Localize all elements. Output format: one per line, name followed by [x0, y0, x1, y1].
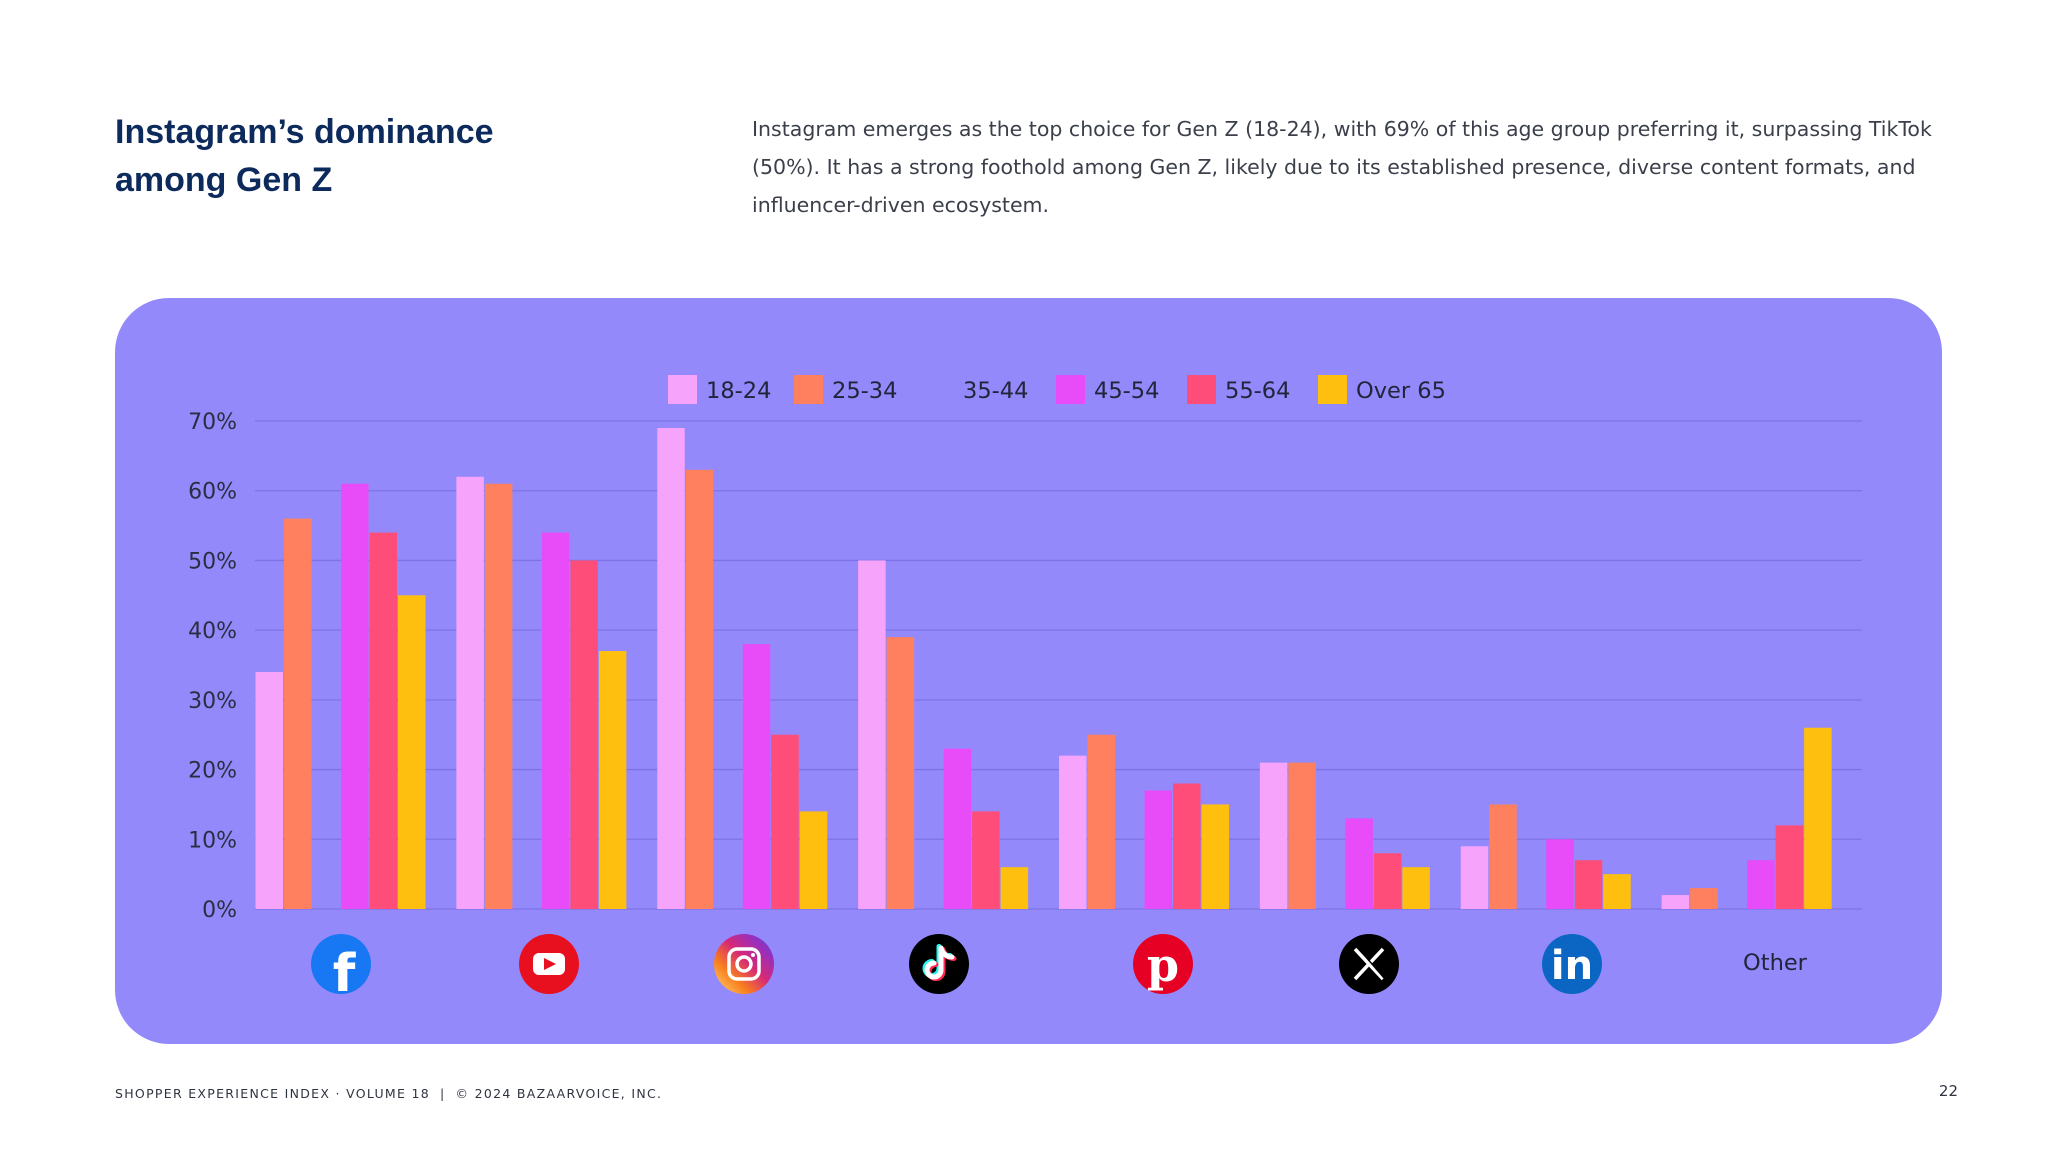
grid-lines [255, 420, 1862, 910]
y-tick-label: 0% [202, 898, 237, 923]
bar-facebook-45-54 [341, 483, 369, 909]
bar-youtube-45-54 [541, 532, 570, 909]
y-tick-label: 50% [188, 549, 237, 574]
footer-separator: | [440, 1086, 446, 1101]
legend-item-18-24: 18-24 [668, 375, 771, 404]
footer-copyright: © 2024 BAZAARVOICE, INC. [455, 1086, 663, 1101]
bar-tiktok-25-34 [886, 637, 915, 909]
legend-label: 25-34 [832, 378, 897, 404]
bar-other-25-34 [1690, 888, 1718, 909]
bar-tiktok-45-54 [943, 748, 972, 909]
bar-linkedin-25-34 [1489, 804, 1517, 909]
legend-swatch [668, 375, 697, 404]
bar-instagram-18-24 [657, 427, 685, 909]
bar-pinterest-over-65 [1201, 804, 1229, 909]
y-tick-label: 10% [188, 828, 237, 853]
legend-swatch [1056, 375, 1085, 404]
bar-x-45-54 [1345, 818, 1373, 909]
legend-label: Over 65 [1356, 378, 1446, 404]
bar-youtube-over-65 [598, 651, 627, 909]
svg-text:p: p [1147, 938, 1179, 992]
bar-pinterest-25-34 [1087, 734, 1115, 909]
category-label-other: Other [1743, 950, 1808, 976]
bar-linkedin-45-54 [1546, 839, 1574, 909]
bar-facebook-25-34 [284, 518, 312, 909]
bar-tiktok-55-64 [972, 811, 1000, 909]
bar-linkedin-55-64 [1574, 860, 1603, 909]
legend-swatch [1187, 375, 1216, 404]
legend: 18-24 25-34 35-44 45-54 55-64 Over 65 [668, 375, 1446, 404]
bar-other-45-54 [1747, 860, 1775, 909]
bar-x-over-65 [1402, 867, 1430, 909]
title-line-1: Instagram’s dominance [115, 113, 494, 151]
page-number: 22 [1938, 1082, 1958, 1100]
bar-instagram-25-34 [685, 469, 714, 909]
bar-other-over-65 [1804, 727, 1832, 909]
y-tick-label: 20% [188, 759, 237, 784]
bar-tiktok-18-24 [858, 560, 886, 909]
y-tick-label: 30% [188, 689, 237, 714]
title-line-2: among Gen Z [115, 161, 333, 199]
bar-other-55-64 [1775, 825, 1804, 909]
bar-x-18-24 [1259, 762, 1288, 909]
bar-facebook-over-65 [398, 595, 426, 909]
legend-label: 18-24 [706, 378, 771, 404]
pinterest-icon: p [1133, 934, 1193, 994]
legend-item-55-64: 55-64 [1187, 375, 1290, 404]
bar-youtube-25-34 [484, 483, 513, 909]
bar-instagram-45-54 [742, 644, 771, 909]
y-tick-label: 40% [188, 619, 237, 644]
y-tick-label: 70% [188, 410, 237, 435]
y-axis-ticks: 0% 10% 20% 30% 40% 50% 60% 70% [188, 410, 237, 923]
bars [255, 427, 1832, 909]
footer-publication: SHOPPER EXPERIENCE INDEX · VOLUME 18 | © 2… [115, 1086, 662, 1101]
intro-paragraph: Instagram emerges as the top choice for … [752, 117, 1932, 217]
youtube-icon [519, 934, 579, 994]
svg-text:in: in [1551, 943, 1593, 989]
bar-x-25-34 [1288, 762, 1316, 909]
footer-volume: SHOPPER EXPERIENCE INDEX · VOLUME 18 [115, 1086, 430, 1101]
bar-linkedin-over-65 [1603, 874, 1631, 909]
legend-item-35-44: 35-44 [925, 375, 1028, 404]
legend-swatch [1318, 375, 1347, 404]
bar-pinterest-55-64 [1173, 783, 1201, 909]
bar-facebook-18-24 [255, 671, 283, 909]
bar-youtube-18-24 [456, 476, 484, 909]
bar-youtube-55-64 [570, 560, 598, 909]
legend-swatch [925, 375, 954, 404]
bar-linkedin-18-24 [1460, 846, 1489, 909]
bar-pinterest-45-54 [1144, 790, 1172, 909]
legend-label: 35-44 [963, 378, 1028, 404]
bar-instagram-over-65 [799, 811, 828, 909]
legend-label: 55-64 [1225, 378, 1290, 404]
instagram-icon [714, 934, 774, 994]
bar-instagram-55-64 [771, 734, 799, 909]
bar-other-18-24 [1661, 895, 1690, 909]
x-icon [1339, 934, 1399, 994]
legend-label: 45-54 [1094, 378, 1159, 404]
tiktok-icon [909, 934, 969, 994]
legend-swatch [794, 375, 823, 404]
page-title: Instagram’s dominance among Gen Z [115, 108, 595, 204]
bar-tiktok-over-65 [1000, 867, 1029, 909]
legend-item-45-54: 45-54 [1056, 375, 1159, 404]
bar-facebook-55-64 [369, 532, 397, 909]
legend-item-25-34: 25-34 [794, 375, 897, 404]
linkedin-icon: in [1542, 934, 1602, 994]
legend-item-over-65: Over 65 [1318, 375, 1446, 404]
facebook-icon: f [311, 934, 371, 1004]
y-tick-label: 60% [188, 480, 237, 505]
bar-pinterest-18-24 [1059, 755, 1087, 909]
category-icons: f p in Other [311, 934, 1808, 1004]
bar-x-55-64 [1373, 853, 1402, 909]
category-label: Other [1743, 950, 1808, 976]
svg-text:f: f [333, 944, 357, 1004]
